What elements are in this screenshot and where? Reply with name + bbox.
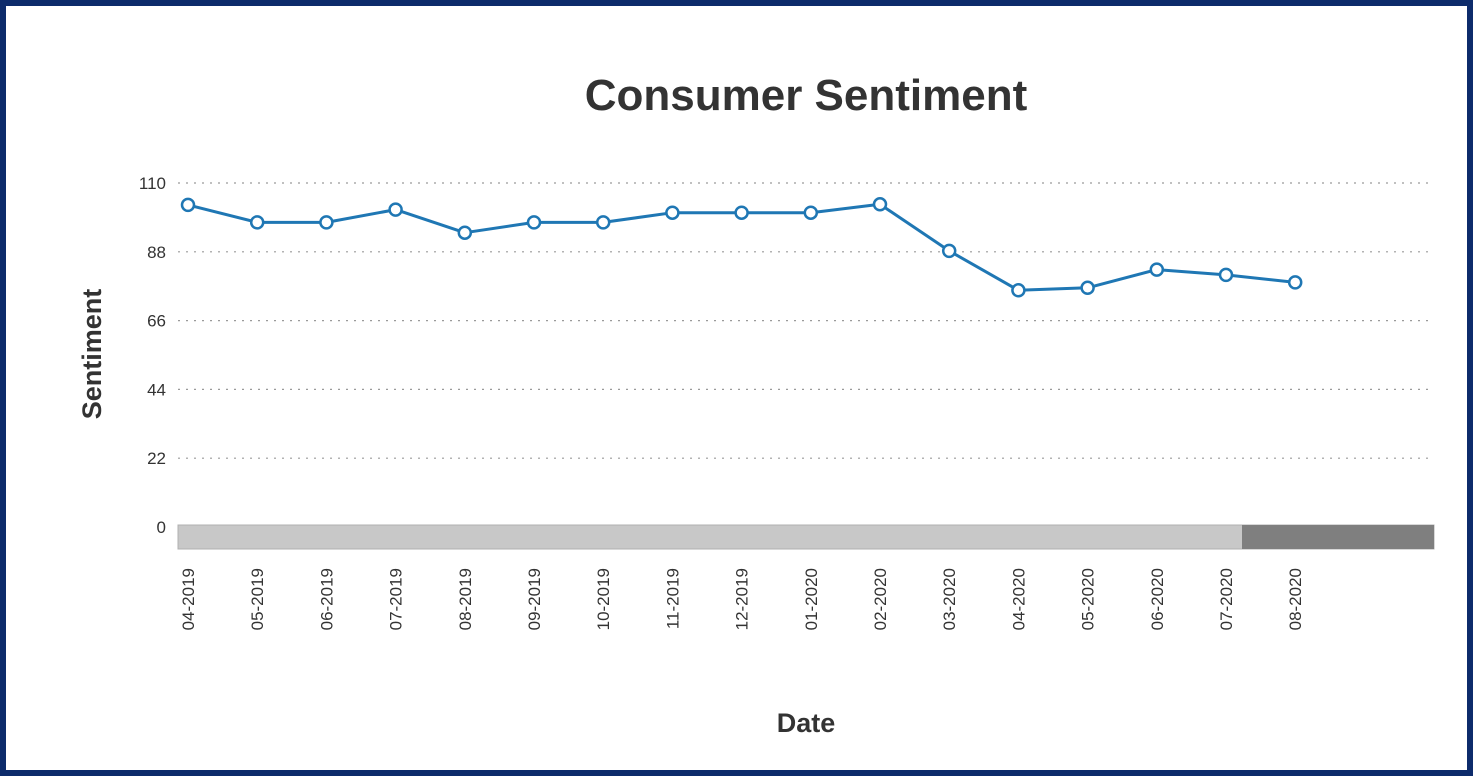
data-point[interactable] [457,225,473,240]
y-axis-title: Sentiment [77,289,107,420]
y-tick-label: 88 [147,243,166,262]
x-tick-label: 11-2019 [663,568,682,629]
x-tick-label: 07-2019 [387,568,406,630]
y-tick-label: 0 [157,518,166,537]
x-tick-label: 02-2020 [871,568,890,630]
y-tick-label: 22 [147,449,166,468]
y-tick-label: 110 [139,174,166,193]
x-tick-label: 01-2020 [802,568,821,630]
data-point[interactable] [803,205,819,220]
data-point[interactable] [1218,267,1234,283]
data-point[interactable] [665,205,680,220]
data-point[interactable] [319,215,334,230]
data-point[interactable] [180,197,196,213]
grid-lines [178,182,1434,459]
navigator-handle[interactable] [1242,525,1434,549]
x-tick-label: 04-2019 [179,568,198,630]
x-tick-label: 06-2019 [317,568,336,630]
y-tick-label: 44 [147,380,166,399]
data-point[interactable] [1011,283,1026,298]
y-tick-label: 66 [147,312,166,331]
x-axis-title: Date [777,708,836,738]
x-tick-label: 03-2020 [940,568,959,630]
data-point[interactable] [388,202,403,217]
data-point[interactable] [1149,262,1165,277]
x-tick-label: 05-2019 [248,568,267,630]
x-tick-label: 05-2020 [1079,568,1098,630]
navigator-scrollbar[interactable] [177,524,1435,550]
data-point[interactable] [941,243,957,259]
x-tick-label: 12-2019 [733,568,752,630]
x-axis-ticks: 04-2019 05-2019 06-2019 07-2019 08-2019 09-20… [179,568,1305,630]
x-tick-label: 04-2020 [1009,568,1028,630]
chart-title: Consumer Sentiment [585,71,1028,120]
data-point[interactable] [595,215,611,230]
line-chart: Consumer Sentiment 0 22 44 66 88 110 Sentimen… [77,71,1435,738]
series-points [180,197,1303,298]
x-tick-label: 08-2019 [456,568,475,630]
data-point[interactable] [734,205,749,220]
x-tick-label: 07-2020 [1217,568,1236,630]
data-point[interactable] [872,197,888,212]
data-point[interactable] [1287,275,1303,290]
x-tick-label: 09-2019 [525,568,544,630]
x-tick-label: 10-2019 [594,568,613,630]
data-point[interactable] [249,215,265,230]
y-axis-ticks: 0 22 44 66 88 110 [139,174,166,537]
x-tick-label: 08-2020 [1286,568,1305,630]
data-point[interactable] [526,215,542,230]
x-tick-label: 06-2020 [1148,568,1167,630]
data-point[interactable] [1080,280,1095,296]
